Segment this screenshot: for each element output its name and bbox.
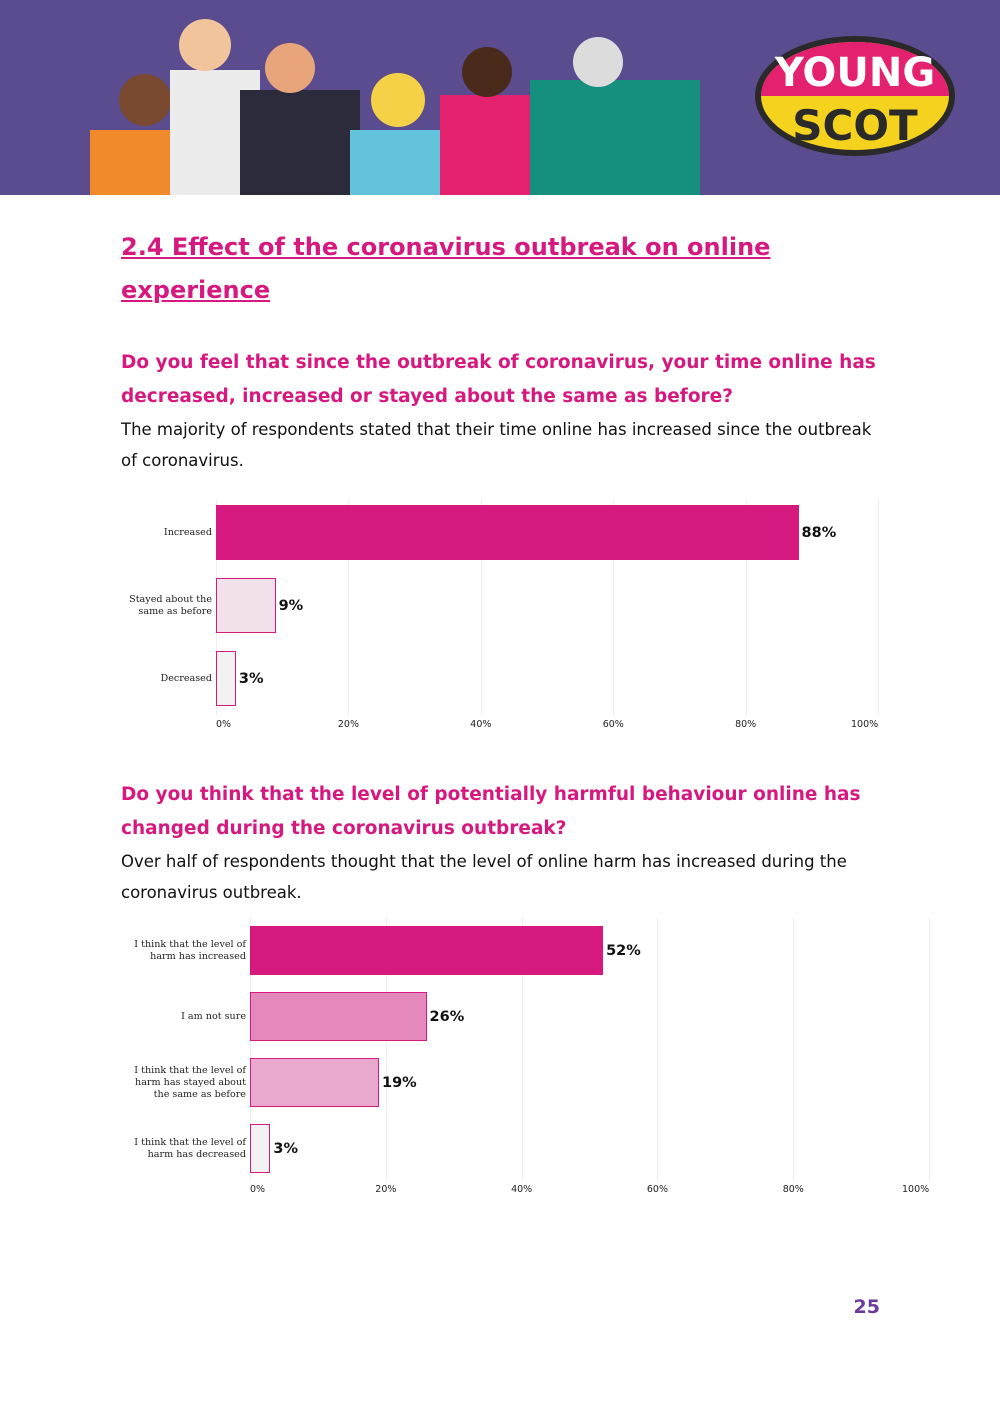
logo: YOUNG SCOT (755, 36, 955, 156)
x-tick-label: 0% (216, 719, 232, 730)
category-label: I think that the level of harm has decre… (134, 1136, 246, 1160)
category-label: I think that the level of harm has incre… (134, 938, 246, 962)
x-tick-label: 60% (646, 1184, 669, 1195)
bar (250, 992, 427, 1041)
illustration (90, 19, 700, 195)
question: Do you think that the level of potential… (121, 784, 861, 839)
grid-line (745, 500, 747, 715)
grid-line (250, 918, 251, 1180)
bar (216, 505, 799, 560)
bar (250, 1058, 379, 1107)
category-label: Decreased (160, 672, 212, 684)
value-label: 26% (429, 1008, 465, 1025)
x-tick-label: 100% (851, 719, 879, 730)
grid-line (521, 918, 523, 1180)
value-label: 19% (382, 1074, 417, 1091)
value-label: 52% (606, 942, 641, 959)
section-title: 2.4 Effect of the coronavirus outbreak o… (121, 233, 771, 304)
grid-line (929, 918, 930, 1180)
value-label: 9% (278, 597, 304, 614)
value-label: 3% (273, 1140, 298, 1157)
category-label: I think that the level of harm has staye… (134, 1064, 246, 1100)
bar (216, 578, 276, 633)
x-tick-label: 0% (250, 1184, 266, 1195)
grid-line (613, 500, 615, 715)
category-label: Stayed about the same as before (129, 593, 212, 617)
grid-line (385, 918, 387, 1180)
x-tick-label: 40% (470, 719, 492, 730)
category-label: I am not sure (181, 1010, 246, 1022)
logo-text: SCOT (792, 101, 918, 150)
x-tick-label: 20% (375, 1184, 397, 1195)
grid-line (793, 918, 795, 1180)
category-label: Increased (163, 526, 212, 538)
x-tick-label: 80% (782, 1184, 804, 1195)
header-banner: YOUNG SCOT (0, 0, 1000, 195)
x-tick-label: 60% (602, 719, 624, 730)
paragraph: Over half of respondents thought that th… (121, 852, 847, 902)
grid-line (657, 918, 659, 1180)
x-tick-label: 40% (511, 1184, 533, 1195)
value-label: 3% (238, 670, 264, 687)
grid-line (348, 500, 350, 715)
bar (216, 651, 236, 706)
bar (250, 1124, 271, 1173)
logo-text: YOUNG (774, 50, 935, 96)
grid-line (878, 500, 879, 715)
value-label: 88% (801, 524, 837, 541)
paragraph: The majority of respondents stated that … (121, 420, 872, 470)
question: Do you feel that since the outbreak of c… (121, 352, 876, 407)
x-tick-label: 20% (337, 719, 360, 730)
x-tick-label: 80% (735, 719, 757, 730)
page-number: 25 (853, 1296, 880, 1318)
grid-line (480, 500, 482, 715)
bar (250, 926, 604, 975)
x-tick-label: 100% (902, 1184, 930, 1195)
